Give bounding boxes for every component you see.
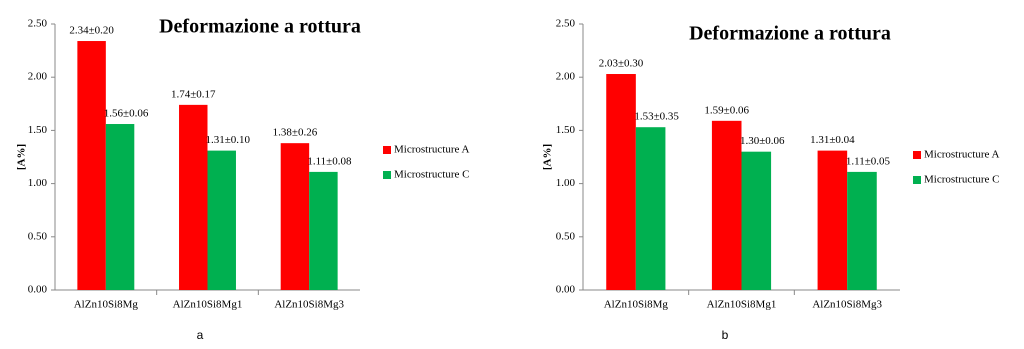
data-label: 1.38±0.26 [273, 127, 318, 139]
legend-swatch [383, 146, 391, 154]
data-label: 1.53±0.35 [634, 111, 679, 123]
y-tick-label: 1.00 [28, 177, 48, 189]
y-tick-label: 0.00 [556, 284, 576, 296]
bar [309, 171, 338, 290]
caption: a [197, 328, 204, 342]
chart-title: Deformazione a rottura [689, 23, 891, 45]
y-axis-label: [A%] [16, 144, 28, 170]
y-tick-label: 0.50 [556, 230, 576, 242]
legend-label: Microstructure C [394, 169, 469, 181]
bar [207, 150, 236, 290]
bar [280, 143, 310, 290]
chart-title: Deformazione a rottura [159, 16, 361, 38]
bar [741, 151, 772, 290]
x-tick-label: AlZn10Si8Mg [604, 299, 669, 311]
data-label: 1.56±0.06 [104, 108, 149, 120]
legend-label: Microstructure C [924, 174, 999, 186]
y-tick-label: 1.00 [556, 177, 576, 189]
bar [77, 41, 106, 290]
legend-label: Microstructure A [394, 144, 470, 156]
data-label: 1.11±0.05 [846, 155, 891, 167]
bar [847, 171, 877, 290]
y-tick-label: 1.50 [556, 124, 576, 136]
bar [105, 124, 135, 291]
y-tick-label: 2.50 [556, 18, 576, 30]
y-tick-label: 0.00 [28, 284, 48, 296]
bar [606, 74, 636, 291]
y-tick-label: 2.50 [28, 18, 48, 30]
bar [711, 120, 742, 290]
caption: b [722, 328, 729, 342]
data-label: 1.31±0.10 [205, 134, 250, 146]
x-tick-label: AlZn10Si8Mg3 [812, 299, 882, 311]
y-tick-label: 0.50 [28, 230, 48, 242]
x-tick-label: AlZn10Si8Mg3 [274, 299, 344, 311]
bar [179, 104, 208, 290]
y-axis-label: [A%] [542, 144, 554, 170]
data-label: 2.03±0.30 [599, 58, 644, 70]
legend-label: Microstructure A [924, 149, 1000, 161]
legend-swatch [913, 176, 921, 184]
y-tick-label: 2.00 [28, 71, 48, 83]
data-label: 2.34±0.20 [69, 25, 114, 37]
bar [817, 150, 848, 290]
legend-swatch [383, 171, 391, 179]
data-label: 1.31±0.04 [810, 134, 855, 146]
x-tick-label: AlZn10Si8Mg1 [173, 299, 243, 311]
data-label: 1.74±0.17 [171, 88, 216, 100]
legend-swatch [913, 151, 921, 159]
data-label: 1.59±0.06 [704, 104, 749, 116]
bar [635, 127, 666, 290]
y-tick-label: 2.00 [556, 71, 576, 83]
data-label: 1.11±0.08 [307, 155, 352, 167]
y-tick-label: 1.50 [28, 124, 48, 136]
data-label: 1.30±0.06 [740, 135, 785, 147]
x-tick-label: AlZn10Si8Mg1 [707, 299, 777, 311]
x-tick-label: AlZn10Si8Mg [74, 299, 139, 311]
